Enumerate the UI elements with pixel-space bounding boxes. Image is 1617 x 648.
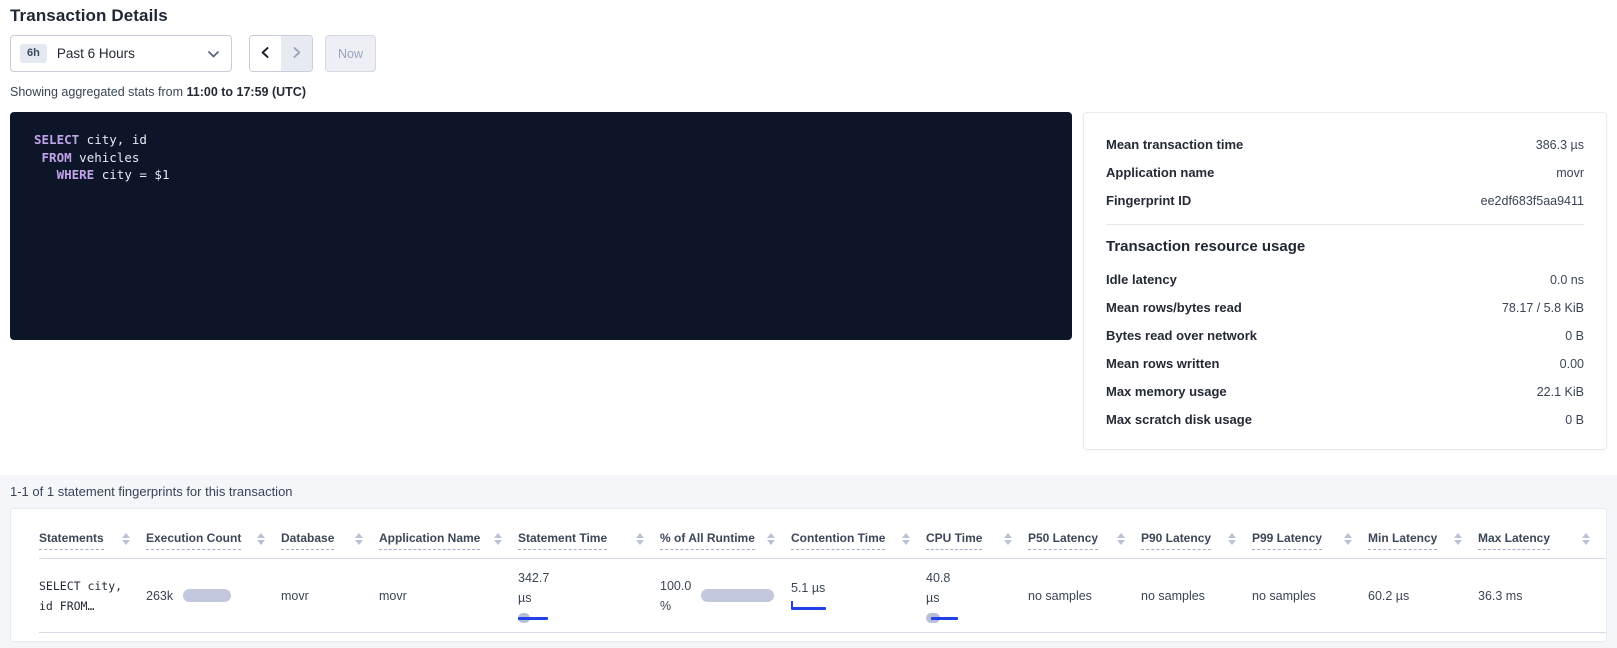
column-header-max-latency[interactable]: Max Latency [1478,531,1606,558]
page-title: Transaction Details [10,6,168,25]
statements-table: Statements Execution Count Database Appl… [10,508,1607,642]
sort-icon[interactable] [1004,533,1012,545]
time-range-dropdown[interactable]: 6h Past 6 Hours [10,35,232,72]
cell-p99-latency: no samples [1252,588,1316,603]
contention-time-bar [791,601,910,613]
resource-value: 0.00 [1559,356,1584,371]
now-button[interactable]: Now [325,35,377,72]
column-header-min-latency[interactable]: Min Latency [1368,531,1478,558]
aggregated-stats-note: Showing aggregated stats from 11:00 to 1… [10,85,1607,99]
sort-icon[interactable] [902,533,910,545]
summary-value: movr [1556,165,1584,180]
resource-row: Idle latency 0.0 ns [1106,265,1584,293]
resource-label: Bytes read over network [1106,327,1258,343]
resource-row: Mean rows written 0.00 [1106,349,1584,377]
pct-runtime-bar [701,589,775,602]
summary-value: ee2df683f5aa9411 [1480,193,1584,208]
sort-icon[interactable] [1228,533,1236,545]
summary-divider [1106,224,1584,225]
cell-application-name: movr [379,588,407,603]
cell-p90-latency: no samples [1141,588,1205,603]
resource-usage-heading: Transaction resource usage [1106,238,1306,255]
sort-icon[interactable] [355,533,363,545]
column-header-statements[interactable]: Statements [39,531,146,558]
column-header-contention-time[interactable]: Contention Time [791,531,926,558]
resource-label: Mean rows written [1106,355,1220,371]
column-header-p50-latency[interactable]: P50 Latency [1028,531,1141,558]
cell-contention-time: 5.1 µs [791,578,926,613]
cell-execution-count: 263k [146,589,281,603]
column-header-cpu-time[interactable]: CPU Time [926,531,1028,558]
resource-row: Max scratch disk usage 0 B [1106,405,1584,433]
time-step-buttons [249,35,313,72]
chevron-down-icon [208,45,219,63]
resource-value: 0.0 ns [1549,272,1584,287]
column-header-p99-latency[interactable]: P99 Latency [1252,531,1368,558]
column-header-statement-time[interactable]: Statement Time [518,531,660,558]
sort-icon[interactable] [1117,533,1125,545]
resource-label: Max scratch disk usage [1106,411,1252,427]
statement-fingerprint-link[interactable]: SELECT city, id FROM… [39,578,123,613]
resource-row: Mean rows/bytes read 78.17 / 5.8 KiB [1106,293,1584,321]
cell-statement-time: 342.7 µs [518,568,660,623]
cell-max-latency: 36.3 ms [1478,588,1523,603]
resource-label: Max memory usage [1106,383,1227,399]
cell-cpu-time: 40.8 µs [926,568,1028,623]
summary-label: Application name [1106,164,1215,180]
time-controls: 6h Past 6 Hours Now [10,35,1607,72]
sort-icon[interactable] [122,533,130,545]
cpu-time-bar [926,613,1012,623]
previous-time-button[interactable] [250,36,281,71]
time-range-badge: 6h [20,44,47,63]
cell-min-latency: 60.2 µs [1368,588,1410,603]
resource-row: Max memory usage 22.1 KiB [1106,377,1584,405]
cell-p50-latency: no samples [1028,588,1092,603]
sort-icon[interactable] [1454,533,1462,545]
column-header-execution-count[interactable]: Execution Count [146,531,281,558]
resource-label: Mean rows/bytes read [1106,299,1242,315]
statements-caption: 1-1 of 1 statement fingerprints for this… [10,484,293,499]
table-header-row: Statements Execution Count Database Appl… [39,509,1606,559]
time-range-label: Past 6 Hours [56,46,135,61]
cell-pct-runtime: 100.0% [660,576,791,616]
resource-value: 0 B [1565,412,1584,427]
column-header-application-name[interactable]: Application Name [379,531,518,558]
note-time-range: 11:00 to 17:59 (UTC) [186,85,306,99]
statement-time-bar [518,613,644,623]
statement-table-row: SELECT city, id FROM… 263k movr movr 342… [39,559,1606,633]
sort-icon[interactable] [1344,533,1352,545]
sort-icon[interactable] [636,533,644,545]
resource-row: Bytes read over network 0 B [1106,321,1584,349]
summary-row: Application name movr [1106,158,1584,186]
note-prefix: Showing aggregated stats from [10,85,187,99]
summary-row: Mean transaction time 386.3 µs [1106,130,1584,158]
column-header-database[interactable]: Database [281,531,379,558]
statements-section: 1-1 of 1 statement fingerprints for this… [0,475,1617,648]
execution-count-bar [183,589,232,602]
cell-statement[interactable]: SELECT city, id FROM… [39,576,146,616]
chevron-right-icon [290,46,303,62]
summary-label: Mean transaction time [1106,136,1244,152]
sort-icon[interactable] [767,533,775,545]
resource-label: Idle latency [1106,271,1177,287]
chevron-left-icon [259,46,272,62]
sort-icon[interactable] [494,533,502,545]
summary-row: Fingerprint ID ee2df683f5aa9411 [1106,186,1584,214]
column-header-pct-runtime[interactable]: % of All Runtime [660,531,791,558]
transaction-summary-card: Mean transaction time 386.3 µs Applicati… [1083,112,1607,450]
summary-value: 386.3 µs [1535,137,1584,152]
next-time-button[interactable] [281,36,312,71]
column-header-p90-latency[interactable]: P90 Latency [1141,531,1252,558]
resource-value: 78.17 / 5.8 KiB [1501,300,1584,315]
resource-value: 0 B [1565,328,1584,343]
summary-label: Fingerprint ID [1106,192,1192,208]
cell-database: movr [281,588,309,603]
resource-value: 22.1 KiB [1536,384,1584,399]
sort-icon[interactable] [1582,533,1590,545]
sql-statement-box: SELECT city, id FROM vehicles WHERE city… [10,112,1072,340]
sort-icon[interactable] [257,533,265,545]
